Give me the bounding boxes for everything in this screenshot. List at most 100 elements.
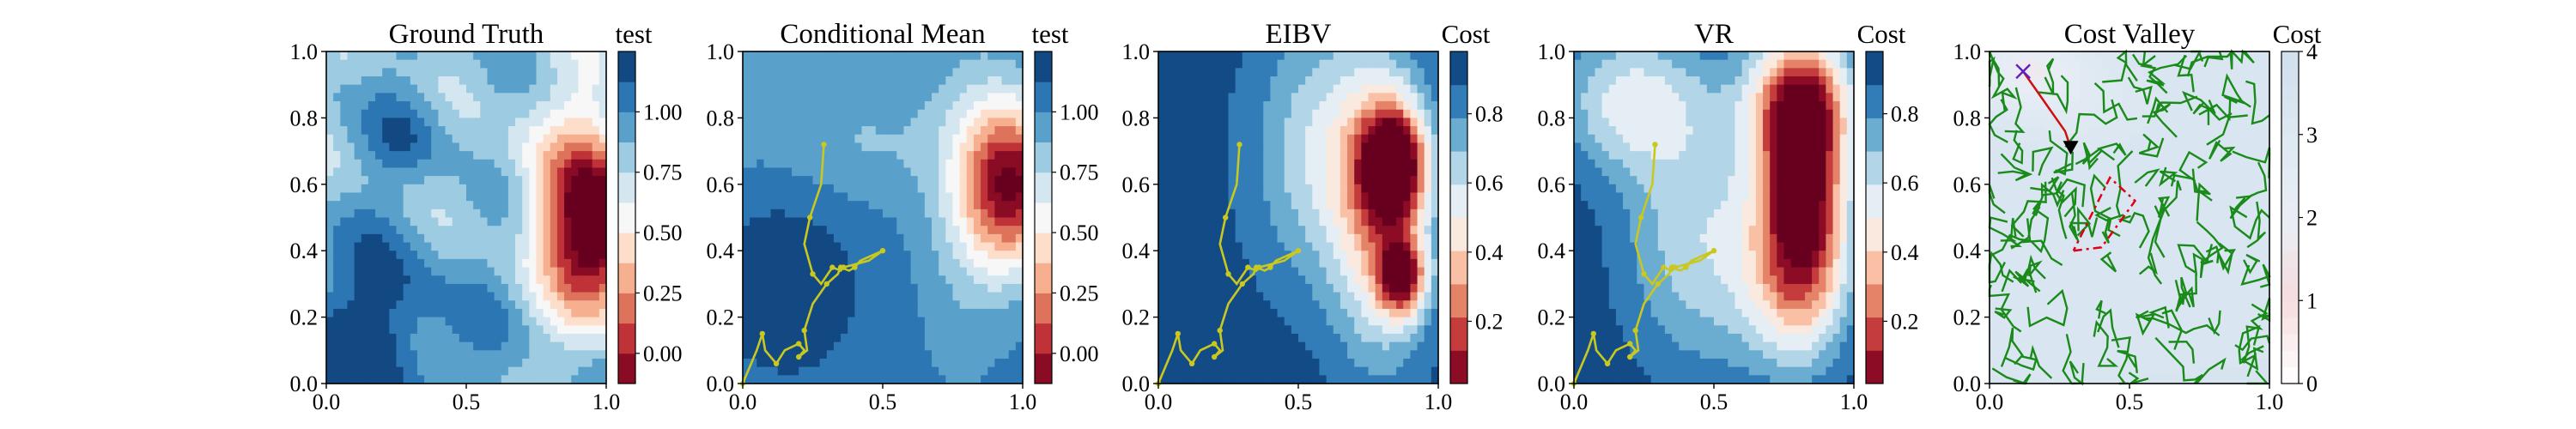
heatmap-cell — [1284, 192, 1292, 202]
heatmap-cell — [1270, 201, 1279, 210]
heatmap-cell — [1179, 51, 1188, 61]
heatmap-cell — [1221, 267, 1230, 276]
heatmap-cell — [973, 51, 981, 61]
heatmap-cell — [501, 208, 509, 219]
heatmap-cell — [340, 325, 349, 335]
heatmap-cell — [1172, 208, 1181, 219]
heatmap-cell — [973, 76, 981, 86]
heatmap-cell — [480, 151, 489, 160]
heatmap-cell — [389, 109, 398, 119]
heatmap-cell — [416, 159, 425, 169]
heatmap-cell — [966, 366, 975, 376]
heatmap-cell — [792, 283, 799, 293]
heatmap-cell — [1193, 68, 1201, 77]
heatmap-cell — [750, 233, 757, 244]
path-point — [801, 327, 807, 334]
heatmap-cell — [410, 159, 418, 169]
heatmap-cell — [1574, 159, 1582, 169]
heatmap-cell — [1574, 201, 1582, 210]
heatmap-cell — [1008, 317, 1017, 326]
heatmap-cell — [1354, 51, 1362, 61]
heatmap-cell — [368, 242, 376, 251]
heatmap-cell — [910, 151, 919, 160]
heatmap-cell — [375, 167, 383, 177]
heatmap-cell — [466, 317, 474, 326]
heatmap-cell — [1403, 101, 1411, 111]
heatmap-cell — [1165, 176, 1173, 185]
heatmap-cell — [805, 300, 814, 310]
heatmap-cell — [1158, 126, 1166, 136]
heatmap-cell — [416, 118, 425, 127]
heatmap-cell — [347, 51, 355, 61]
heatmap-cell — [1417, 59, 1425, 69]
heatmap-cell — [1207, 142, 1215, 152]
heatmap-cell — [756, 366, 765, 376]
heatmap-cell — [819, 217, 828, 227]
heatmap-cell — [556, 292, 565, 301]
heatmap-cell — [1403, 283, 1411, 293]
heatmap-cell — [410, 101, 418, 111]
heatmap-cell — [438, 217, 447, 227]
heatmap-cell — [784, 226, 793, 235]
heatmap-cell — [1179, 317, 1188, 326]
heatmap-cell — [826, 292, 835, 301]
heatmap-cell — [1388, 358, 1397, 368]
heatmap-cell — [743, 258, 750, 269]
heatmap-cell — [1326, 325, 1334, 335]
heatmap-cell — [1424, 76, 1432, 86]
heatmap-cell — [507, 134, 516, 144]
heatmap-cell — [452, 192, 460, 202]
heatmap-cell — [592, 84, 600, 94]
heatmap-cell — [770, 118, 779, 127]
heatmap-cell — [770, 242, 779, 251]
heatmap-cell — [1305, 226, 1313, 235]
heatmap-cell — [438, 242, 447, 251]
heatmap-cell — [480, 308, 489, 318]
heatmap-cell — [784, 151, 793, 160]
heatmap-cell — [819, 176, 828, 185]
heatmap-cell — [1277, 184, 1285, 194]
heatmap-cell — [389, 333, 398, 343]
heatmap-cell — [1158, 375, 1166, 384]
heatmap-cell — [1207, 176, 1215, 185]
heatmap-cell — [556, 358, 565, 368]
heatmap-cell — [333, 68, 341, 77]
heatmap-cell — [416, 68, 425, 77]
heatmap-cell — [848, 76, 855, 86]
heatmap-cell — [452, 217, 460, 227]
heatmap-cell — [1382, 159, 1390, 169]
heatmap-cell — [1235, 76, 1243, 86]
heatmap-cell — [466, 275, 474, 285]
heatmap-cell — [1354, 333, 1362, 343]
heatmap-cell — [326, 201, 334, 210]
heatmap-cell — [452, 283, 460, 293]
heatmap-cell — [910, 308, 919, 318]
heatmap-cell — [556, 350, 565, 360]
heatmap-cell — [994, 283, 1003, 293]
heatmap-cell — [1284, 84, 1292, 94]
heatmap-cell — [592, 341, 600, 351]
heatmap-cell — [347, 68, 355, 77]
heatmap-cell — [1165, 59, 1173, 69]
heatmap-cell — [438, 201, 447, 210]
heatmap-cell — [770, 126, 779, 136]
heatmap-cell — [750, 142, 757, 152]
heatmap-cell — [1165, 118, 1173, 127]
heatmap-cell — [1256, 167, 1264, 177]
heatmap-cell — [1403, 366, 1411, 376]
heatmap-cell — [875, 134, 884, 144]
heatmap-cell — [354, 68, 362, 77]
heatmap-cell — [1249, 201, 1257, 210]
heatmap-cell — [939, 76, 946, 86]
heatmap-cell — [1333, 300, 1341, 310]
heatmap-cell — [952, 300, 961, 310]
heatmap-cell — [1235, 208, 1243, 219]
heatmap-cell — [403, 333, 411, 343]
heatmap-cell — [556, 317, 565, 326]
heatmap-cell — [1340, 68, 1348, 77]
heatmap-cell — [896, 142, 905, 152]
heatmap-cell — [777, 109, 786, 119]
heatmap-cell — [1172, 217, 1181, 227]
heatmap-cell — [536, 192, 544, 202]
heatmap-cell — [924, 118, 933, 127]
